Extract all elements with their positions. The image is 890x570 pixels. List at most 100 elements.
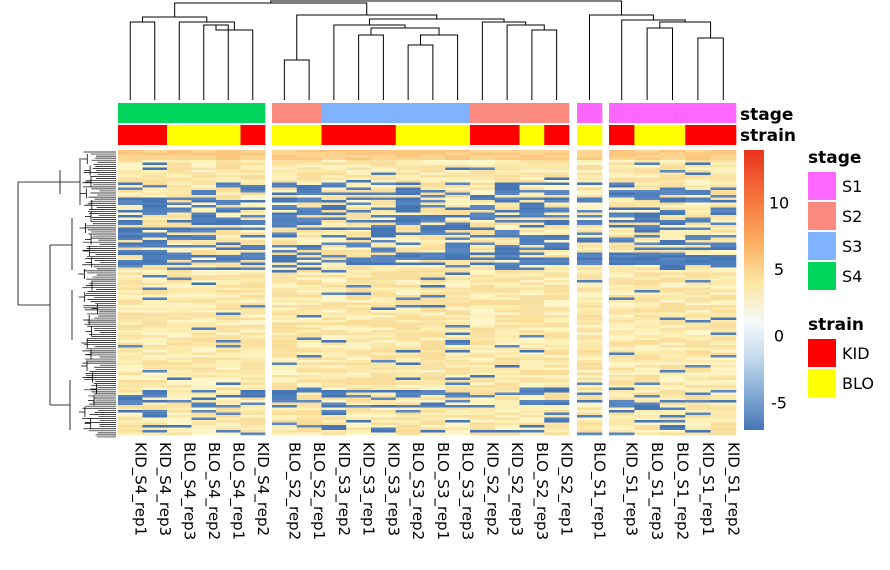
column-label: KID_S1_rep3 [622, 442, 641, 536]
stage-cell-KID_S4_rep1 [118, 103, 143, 123]
strain-cell-BLO_S4_rep2 [191, 125, 217, 145]
strain-cell-BLO_S3_rep2 [395, 125, 421, 145]
strain-cell-KID_S3_rep2 [321, 125, 347, 145]
strain-cell-BLO_S1_rep3 [634, 125, 661, 145]
stage-cell-KID_S3_rep3 [371, 103, 397, 123]
column-label: BLO_S2_rep1 [309, 442, 328, 540]
stage-cell-KID_S4_rep2 [240, 103, 266, 123]
strain-annotation-bar [118, 125, 737, 145]
column-label: KID_S3_rep2 [334, 442, 353, 536]
stage-cell-KID_S3_rep1 [346, 103, 372, 123]
strain-cell-BLO_S1_rep1 [577, 125, 603, 145]
stage-annotation-name: stage [740, 105, 793, 125]
strain-cell-KID_S1_rep3 [609, 125, 635, 145]
stage-cell-BLO_S4_rep2 [191, 103, 217, 123]
strain-legend-label: KID [842, 344, 870, 363]
strain-cell-KID_S1_rep2 [710, 125, 737, 145]
strain-cell-BLO_S1_rep2 [659, 125, 686, 145]
stage-cell-KID_S1_rep2 [710, 103, 737, 123]
strain-cell-KID_S4_rep2 [240, 125, 266, 145]
strain-cell-KID_S4_rep1 [118, 125, 143, 145]
column-label: KID_S4_rep3 [155, 442, 174, 536]
stage-annotation-bar [118, 103, 737, 123]
strain-cell-KID_S2_rep3 [494, 125, 520, 145]
stage-legend-label: S2 [842, 207, 862, 226]
column-label: BLO_S4_rep1 [228, 442, 247, 540]
stage-cell-KID_S4_rep3 [142, 103, 168, 123]
column-label: KID_S2_rep2 [482, 442, 501, 536]
stage-legend-title: stage [808, 148, 861, 168]
strain-cell-BLO_S2_rep3 [519, 125, 545, 145]
color-scale-tick: 5 [774, 260, 784, 279]
column-label: KID_S3_rep1 [359, 442, 378, 536]
color-scale-tick: -5 [771, 393, 787, 412]
row-dendrogram [17, 151, 116, 438]
strain-legend-swatch-BLO [808, 369, 836, 397]
column-label: BLO_S2_rep3 [532, 442, 551, 540]
column-label: BLO_S1_rep3 [647, 442, 666, 540]
stage-cell-BLO_S3_rep1 [420, 103, 446, 123]
stage-cell-KID_S2_rep3 [494, 103, 520, 123]
stage-legend-label: S1 [842, 177, 862, 196]
stage-cell-BLO_S2_rep1 [296, 103, 322, 123]
column-label: BLO_S4_rep3 [179, 442, 198, 540]
column-labels: KID_S4_rep1 KID_S4_rep3 BLO_S4_rep3 BLO_S4_… [130, 442, 742, 540]
stage-cell-BLO_S3_rep3 [445, 103, 471, 123]
stage-legend-swatch-S3 [808, 232, 836, 260]
strain-cell-KID_S4_rep3 [142, 125, 168, 145]
strain-legend-title: strain [808, 315, 864, 335]
heatmap-body [118, 150, 737, 436]
stage-cell-KID_S1_rep1 [685, 103, 711, 123]
stage-cell-KID_S2_rep1 [544, 103, 570, 123]
strain-cell-BLO_S3_rep3 [445, 125, 471, 145]
column-label: KID_S1_rep2 [723, 442, 742, 536]
stage-cell-BLO_S2_rep3 [519, 103, 545, 123]
column-label: BLO_S3_rep2 [408, 442, 427, 540]
column-label: BLO_S1_rep2 [673, 442, 692, 540]
column-label: KID_S2_rep1 [557, 442, 576, 536]
stage-cell-BLO_S2_rep2 [272, 103, 298, 123]
strain-cell-BLO_S3_rep1 [420, 125, 446, 145]
color-scale-bar [744, 150, 764, 430]
stage-cell-BLO_S1_rep3 [634, 103, 661, 123]
column-label: KID_S4_rep2 [253, 442, 272, 536]
color-scale-tick: 0 [774, 327, 784, 346]
strain-cell-BLO_S4_rep3 [167, 125, 192, 145]
stage-cell-KID_S1_rep3 [609, 103, 635, 123]
strain-cell-KID_S3_rep1 [346, 125, 372, 145]
stage-legend-label: S3 [842, 237, 862, 256]
color-scale-tick: 10 [769, 193, 789, 212]
stage-legend: stage S1 S2 S3 S4 [808, 148, 862, 290]
stage-legend-swatch-S2 [808, 202, 836, 230]
strain-cell-KID_S1_rep1 [685, 125, 711, 145]
strain-cell-BLO_S2_rep2 [272, 125, 298, 145]
stage-legend-label: S4 [842, 267, 862, 286]
stage-cell-KID_S2_rep2 [470, 103, 496, 123]
strain-cell-KID_S2_rep2 [470, 125, 496, 145]
stage-legend-swatch-S1 [808, 172, 836, 200]
column-dendrogram [129, 0, 724, 100]
column-label: BLO_S3_rep3 [458, 442, 477, 540]
stage-cell-BLO_S1_rep2 [659, 103, 686, 123]
stage-cell-BLO_S3_rep2 [395, 103, 421, 123]
stage-cell-KID_S3_rep2 [321, 103, 347, 123]
column-label: KID_S4_rep1 [130, 442, 149, 536]
strain-legend-label: BLO [842, 374, 874, 393]
column-label: KID_S1_rep1 [698, 442, 717, 536]
strain-cell-BLO_S2_rep1 [296, 125, 322, 145]
strain-cell-KID_S2_rep1 [544, 125, 570, 145]
stage-cell-BLO_S1_rep1 [577, 103, 603, 123]
strain-annotation-name: strain [740, 126, 796, 146]
column-label: KID_S3_rep3 [383, 442, 402, 536]
column-label: BLO_S1_rep1 [590, 442, 609, 540]
strain-cell-KID_S3_rep3 [371, 125, 397, 145]
column-label: BLO_S2_rep2 [284, 442, 303, 540]
strain-cell-BLO_S4_rep1 [216, 125, 241, 145]
column-label: BLO_S3_rep1 [433, 442, 452, 540]
stage-legend-swatch-S4 [808, 262, 836, 290]
strain-legend-swatch-KID [808, 339, 836, 367]
column-label: BLO_S4_rep2 [204, 442, 223, 540]
stage-cell-BLO_S4_rep3 [167, 103, 192, 123]
column-label: KID_S2_rep3 [507, 442, 526, 536]
